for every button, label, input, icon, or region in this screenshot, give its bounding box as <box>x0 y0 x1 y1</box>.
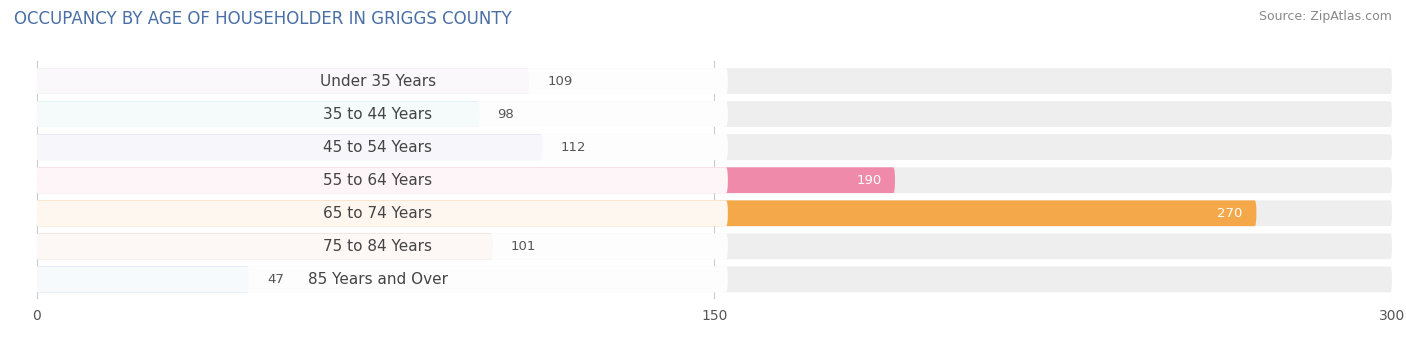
FancyBboxPatch shape <box>37 101 1392 127</box>
FancyBboxPatch shape <box>28 101 728 127</box>
Text: 75 to 84 Years: 75 to 84 Years <box>323 239 432 254</box>
FancyBboxPatch shape <box>37 200 1257 226</box>
FancyBboxPatch shape <box>37 134 1392 160</box>
FancyBboxPatch shape <box>28 167 728 193</box>
FancyBboxPatch shape <box>28 68 728 94</box>
Text: 55 to 64 Years: 55 to 64 Years <box>323 173 432 188</box>
FancyBboxPatch shape <box>37 267 249 292</box>
FancyBboxPatch shape <box>28 200 728 226</box>
FancyBboxPatch shape <box>37 200 1392 226</box>
Text: 47: 47 <box>267 273 284 286</box>
FancyBboxPatch shape <box>37 134 543 160</box>
Text: 85 Years and Over: 85 Years and Over <box>308 272 447 287</box>
Text: 65 to 74 Years: 65 to 74 Years <box>323 206 432 221</box>
Text: 45 to 54 Years: 45 to 54 Years <box>323 140 432 155</box>
FancyBboxPatch shape <box>28 234 728 259</box>
FancyBboxPatch shape <box>28 134 728 160</box>
FancyBboxPatch shape <box>37 101 479 127</box>
FancyBboxPatch shape <box>37 167 1392 193</box>
FancyBboxPatch shape <box>37 234 494 259</box>
FancyBboxPatch shape <box>37 167 896 193</box>
Text: 190: 190 <box>856 174 882 187</box>
Text: Source: ZipAtlas.com: Source: ZipAtlas.com <box>1258 10 1392 23</box>
Text: 109: 109 <box>547 74 572 87</box>
FancyBboxPatch shape <box>37 68 529 94</box>
FancyBboxPatch shape <box>37 267 1392 292</box>
Text: 112: 112 <box>561 141 586 154</box>
FancyBboxPatch shape <box>37 234 1392 259</box>
FancyBboxPatch shape <box>37 68 1392 94</box>
Text: 98: 98 <box>498 107 515 121</box>
Text: 101: 101 <box>510 240 536 253</box>
Text: 35 to 44 Years: 35 to 44 Years <box>323 106 432 122</box>
Text: OCCUPANCY BY AGE OF HOUSEHOLDER IN GRIGGS COUNTY: OCCUPANCY BY AGE OF HOUSEHOLDER IN GRIGG… <box>14 10 512 28</box>
Text: Under 35 Years: Under 35 Years <box>319 73 436 88</box>
Text: 270: 270 <box>1218 207 1243 220</box>
FancyBboxPatch shape <box>28 267 728 292</box>
